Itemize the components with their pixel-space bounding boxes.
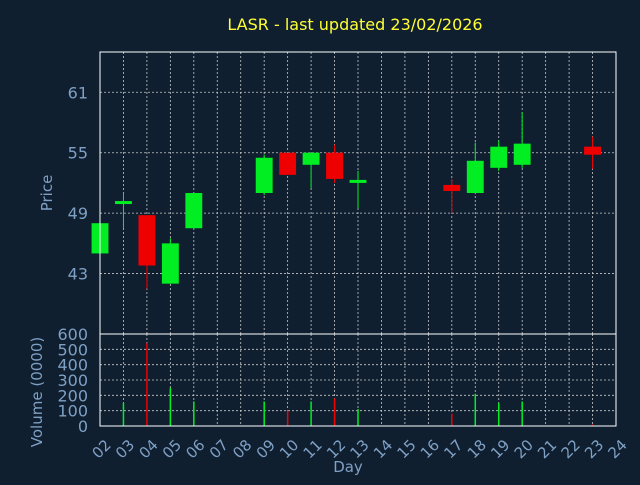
- x-tick-label: 16: [417, 436, 443, 462]
- x-tick-label: 03: [112, 436, 138, 462]
- volume-bar: [357, 409, 359, 426]
- candle-body: [255, 157, 273, 193]
- x-tick-label: 17: [440, 436, 466, 462]
- volume-bar: [146, 343, 148, 426]
- price-tick-label: 61: [68, 83, 88, 102]
- volume-bar: [451, 413, 453, 426]
- volume-bar: [169, 387, 172, 426]
- volume-tick-label: 0: [78, 417, 88, 436]
- x-tick-label: 14: [370, 436, 396, 462]
- volume-tick-label: 300: [57, 371, 88, 390]
- x-axis-title: Day: [333, 458, 363, 476]
- volume-bar: [263, 401, 265, 426]
- x-tick-label: 15: [393, 436, 419, 462]
- price-panel: 43 49 55 61 Price: [38, 51, 617, 335]
- volume-bar: [310, 401, 312, 426]
- price-axis-title: Price: [38, 175, 56, 212]
- volume-bar: [521, 401, 523, 426]
- x-tick-label: 06: [182, 436, 208, 462]
- candle-body: [584, 146, 601, 155]
- candle-body: [513, 143, 531, 165]
- volume-bar: [122, 403, 125, 426]
- x-tick-label: 10: [276, 436, 302, 462]
- candle-body: [115, 201, 132, 205]
- x-tick-label: 04: [135, 436, 161, 462]
- price-tick-label: 49: [68, 204, 88, 223]
- volume-tick-label: 600: [57, 325, 88, 344]
- candle-body: [490, 146, 508, 168]
- x-tick-label: 22: [558, 436, 584, 462]
- candle-body: [326, 152, 343, 179]
- volume-bar: [286, 410, 289, 426]
- x-tick-label: 19: [487, 436, 513, 462]
- volume-tick-label: 400: [57, 356, 88, 375]
- candle-body: [185, 193, 203, 229]
- candle-body: [279, 152, 297, 175]
- x-tick-label: 23: [581, 436, 607, 462]
- volume-axis-title: Volume (0000): [28, 337, 46, 447]
- volume-bar: [497, 403, 500, 426]
- volume-bar: [193, 401, 195, 426]
- volume-tick-label: 500: [57, 340, 88, 359]
- volume-tick-label: 200: [57, 386, 88, 405]
- price-tick-label: 43: [68, 265, 88, 284]
- x-tick-label: 05: [159, 436, 185, 462]
- x-tick-label: 08: [229, 436, 255, 462]
- x-tick-label: 07: [206, 436, 232, 462]
- candle-body: [138, 215, 156, 266]
- candle-body: [466, 160, 484, 193]
- candle-body: [443, 184, 461, 191]
- candle-body: [349, 179, 367, 183]
- volume-bar: [333, 398, 336, 426]
- volume-bar: [474, 393, 477, 426]
- x-tick-label: 09: [253, 436, 279, 462]
- candle-body: [161, 243, 179, 284]
- candle-body: [302, 152, 320, 165]
- chart-title: LASR - last updated 23/02/2026: [227, 15, 482, 34]
- price-tick-label: 55: [68, 144, 88, 163]
- x-tick-label: 24: [605, 436, 631, 462]
- x-tick-label: 02: [89, 436, 115, 462]
- volume-bar: [591, 424, 594, 426]
- x-tick-label: 11: [300, 436, 326, 462]
- x-axis: 0203040506070809101112131415161718192021…: [89, 436, 631, 476]
- volume-plot-frame: [99, 333, 617, 427]
- volume-tick-label: 100: [57, 402, 88, 421]
- x-tick-label: 18: [464, 436, 490, 462]
- x-tick-label: 21: [534, 436, 560, 462]
- x-tick-label: 20: [511, 436, 537, 462]
